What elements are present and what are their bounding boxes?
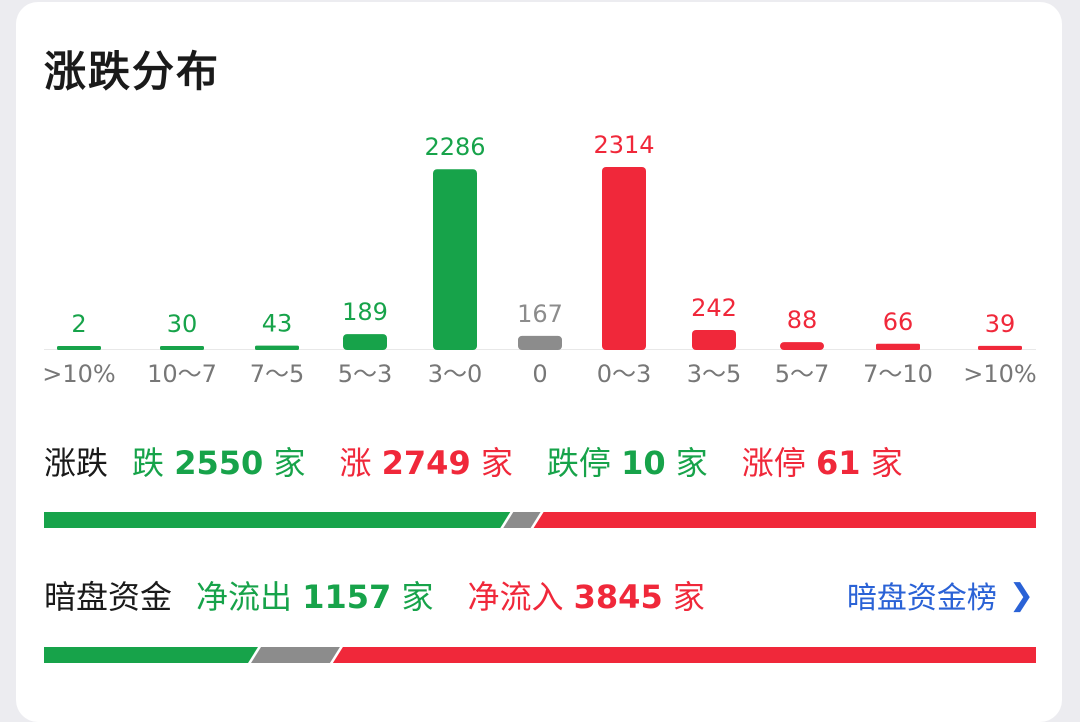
up-count: 2749 [381, 444, 471, 482]
limit-up-prefix: 涨停 [741, 444, 806, 482]
limit-down-prefix: 跌停 [546, 444, 611, 482]
bar-4 [433, 169, 477, 350]
up-prefix: 涨 [339, 444, 372, 482]
bar-value-10: 39 [985, 310, 1016, 338]
outflow-stat: 净流出 1157 家 [196, 572, 433, 618]
bar-value-8: 88 [787, 306, 818, 334]
category-label-8: 5～7 [775, 360, 830, 388]
bar-value-2: 43 [262, 310, 293, 338]
inflow-unit: 家 [672, 578, 705, 616]
inflow-count: 3845 [573, 578, 663, 616]
outflow-count: 1157 [302, 578, 392, 616]
ratio-segment-flat [503, 512, 541, 528]
down-count: 2550 [174, 444, 264, 482]
bar-5 [518, 335, 562, 350]
up-stat: 涨 2749 家 [339, 438, 512, 484]
limit-up-count: 61 [815, 444, 861, 482]
bar-value-6: 2314 [593, 131, 654, 159]
limit-down-count: 10 [621, 444, 666, 482]
bar-1 [160, 346, 204, 350]
bar-value-5: 167 [517, 300, 563, 328]
bar-2 [255, 345, 299, 350]
bar-value-9: 66 [883, 308, 914, 336]
updown-ratio-bar [44, 512, 1036, 528]
down-prefix: 跌 [132, 444, 165, 482]
bar-value-3: 189 [342, 298, 388, 326]
chevron-right-icon: ❯ [1008, 577, 1034, 613]
outflow-unit: 家 [401, 578, 434, 616]
ratio-segment-up [533, 512, 1036, 528]
bar-3 [343, 334, 387, 350]
updown-row: 涨跌 跌 2550 家 涨 2749 家 跌停 10 家 涨停 61 家 [44, 436, 937, 486]
bar-0 [57, 346, 101, 350]
ratio-segment-outflow [44, 647, 259, 663]
bar-8 [780, 342, 824, 350]
page-title: 涨跌分布 [44, 47, 221, 96]
bar-10 [978, 345, 1022, 350]
bar-9 [876, 343, 920, 350]
distribution-card [16, 2, 1062, 722]
ratio-segment-inflow [332, 647, 1036, 663]
up-unit: 家 [480, 444, 513, 482]
outflow-prefix: 净流出 [196, 578, 293, 616]
darkpool-ranking-link[interactable]: 暗盘资金榜 ❯ [847, 570, 1034, 620]
bar-7 [692, 329, 736, 350]
limit-down-stat: 跌停 10 家 [547, 438, 708, 484]
category-label-3: 5～3 [338, 360, 393, 388]
limit-up-stat: 涨停 61 家 [742, 438, 903, 484]
bar-6 [602, 167, 646, 350]
category-label-4: 3～0 [428, 360, 483, 388]
category-label-2: 7～5 [250, 360, 305, 388]
category-label-5: 0 [532, 360, 547, 388]
limit-up-unit: 家 [870, 444, 903, 482]
ratio-segment-down [44, 512, 511, 528]
darkpool-ranking-label: 暗盘资金榜 [846, 581, 997, 616]
down-unit: 家 [273, 444, 306, 482]
ratio-segment-neutral [251, 647, 340, 663]
down-stat: 跌 2550 家 [132, 438, 305, 484]
inflow-prefix: 净流入 [467, 578, 564, 616]
inflow-stat: 净流入 3845 家 [467, 572, 704, 618]
category-label-1: 10～7 [147, 360, 217, 388]
category-label-7: 3～5 [687, 360, 742, 388]
category-label-0: >10% [42, 360, 115, 388]
darkpool-row: 暗盘资金 净流出 1157 家 净流入 3845 家 [44, 570, 739, 620]
bar-value-1: 30 [167, 310, 198, 338]
bar-value-4: 2286 [424, 133, 485, 161]
category-label-10: >10% [963, 360, 1036, 388]
darkpool-label: 暗盘资金 [44, 578, 173, 616]
category-label-6: 0～3 [597, 360, 652, 388]
updown-label: 涨跌 [44, 444, 109, 482]
limit-down-unit: 家 [675, 444, 708, 482]
darkpool-ratio-bar [44, 647, 1036, 663]
distribution-chart: 2 >10% 30 10～7 43 7～5 189 5～3 2286 3～0 167 0 2314 0～3… [42, 131, 1036, 388]
bar-value-7: 242 [691, 294, 737, 322]
bar-value-0: 2 [71, 310, 86, 338]
category-label-9: 7～10 [863, 360, 933, 388]
